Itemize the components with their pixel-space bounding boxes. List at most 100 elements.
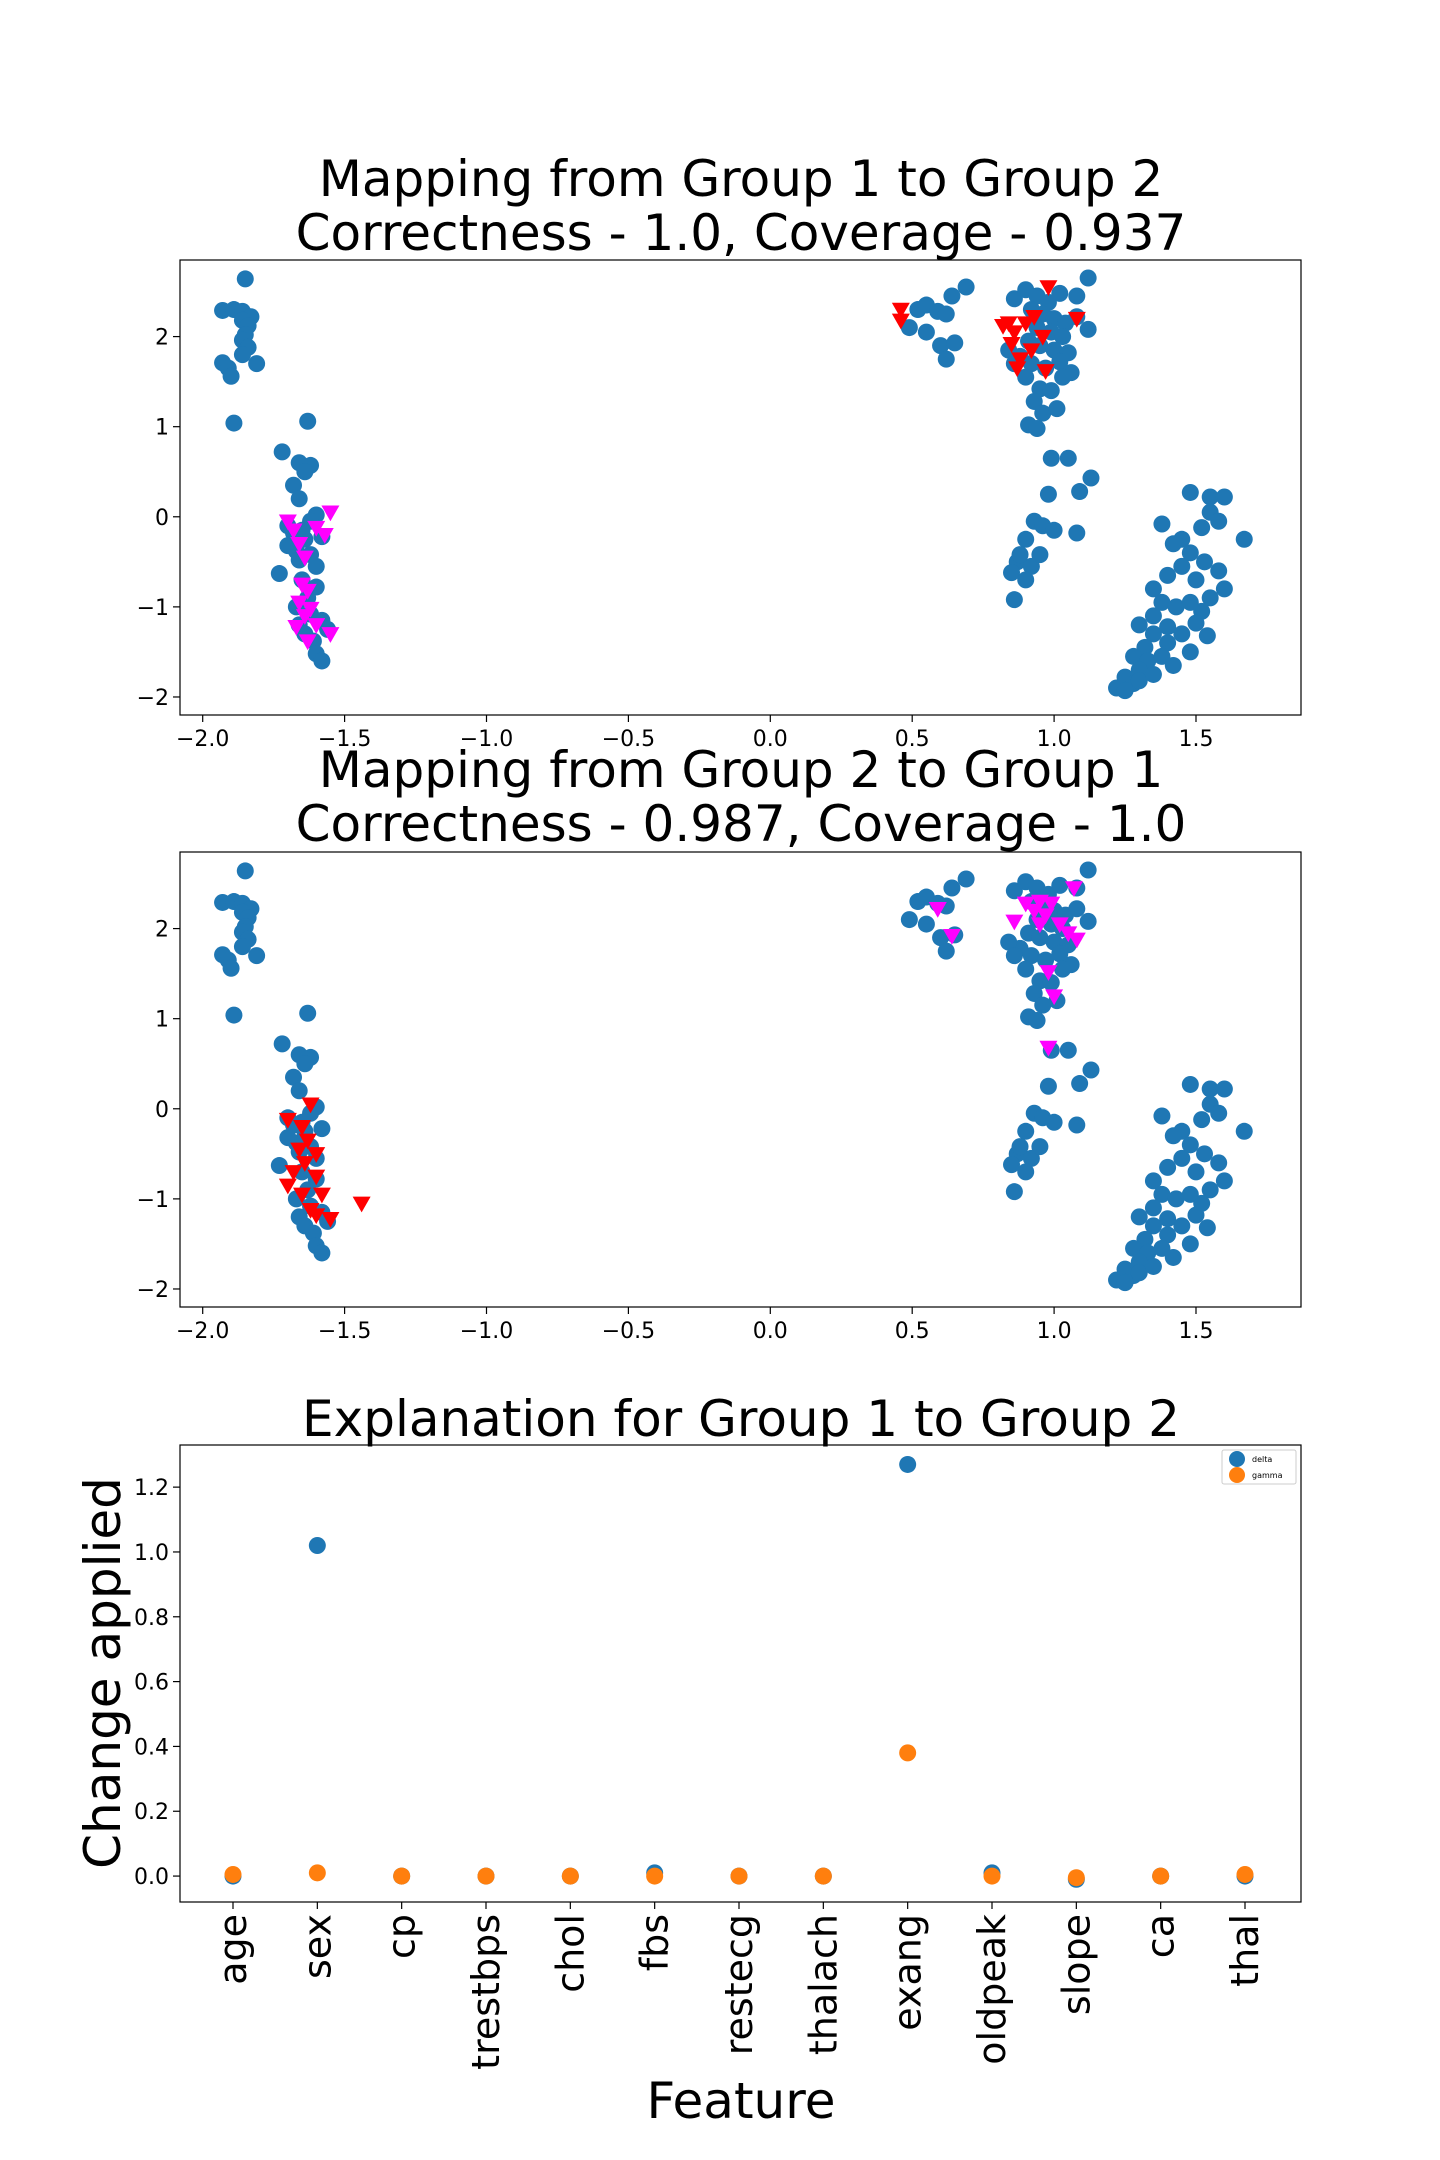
point-magenta-markers <box>1042 896 1061 913</box>
x-tick-label: 0.0 <box>753 727 788 752</box>
point-gamma-trestbps <box>477 1867 495 1885</box>
mapping-2-to-1-title-line-1: Mapping from Group 2 to Group 1 <box>319 741 1164 799</box>
point-gamma-fbs <box>646 1867 664 1885</box>
point-data-points <box>1130 1264 1148 1282</box>
point-red-markers <box>1022 343 1041 360</box>
point-red-markers <box>352 1196 371 1213</box>
x-tick-label: −0.5 <box>602 1319 655 1344</box>
point-magenta-markers <box>298 583 317 600</box>
point-data-points <box>1082 1061 1100 1079</box>
point-magenta-markers <box>1045 989 1064 1006</box>
point-data-points <box>248 947 266 965</box>
mapping-1-to-2-marks <box>214 269 1253 700</box>
point-gamma-age <box>224 1865 242 1883</box>
point-red-markers <box>284 1165 303 1181</box>
point-data-points <box>937 350 955 368</box>
mapping-1-to-2-ticks: −2.0 −1.5 −1.0 −0.5 0.0 0.5 1.0 1.5 −2 −1 0 1 2 <box>137 326 1214 752</box>
point-magenta-markers <box>1050 917 1069 934</box>
point-data-points <box>1079 320 1097 338</box>
point-red-markers <box>1036 364 1055 380</box>
y-tick-label: 1.2 <box>134 1476 169 1501</box>
point-data-points <box>1116 682 1134 700</box>
explanation-panel: Explanation for Group 1 to Group 2 Chang… <box>74 1390 1302 2130</box>
explanation-ylabel: Change applied <box>74 1477 132 1869</box>
point-data-points <box>1017 1163 1035 1181</box>
point-data-points <box>1196 553 1214 571</box>
point-data-points <box>270 565 288 583</box>
explanation-legend: delta gamma <box>1221 1449 1297 1485</box>
point-data-points <box>1005 882 1023 900</box>
point-magenta-markers <box>1064 881 1083 898</box>
point-data-points <box>307 557 325 575</box>
point-data-points <box>1215 580 1233 598</box>
point-data-points <box>1082 469 1100 487</box>
x-category-label-restecg: restecg <box>717 1914 761 2055</box>
y-tick-label: 0.2 <box>134 1800 169 1825</box>
explanation-title: Explanation for Group 1 to Group 2 <box>302 1390 1180 1448</box>
point-data-points <box>1022 355 1040 373</box>
point-data-points <box>1159 1226 1177 1244</box>
point-data-points <box>937 897 955 915</box>
point-data-points <box>222 367 240 385</box>
point-data-points <box>1039 485 1057 503</box>
point-delta-exang <box>899 1455 917 1473</box>
point-data-points <box>222 959 240 977</box>
x-tick-label: −1.0 <box>460 727 513 752</box>
point-data-points <box>1215 488 1233 506</box>
point-red-markers <box>301 1097 320 1114</box>
point-data-points <box>290 490 308 508</box>
point-red-markers <box>1002 337 1021 353</box>
y-tick-label: −2 <box>137 686 169 711</box>
point-data-points <box>233 938 251 956</box>
point-data-points <box>1045 521 1063 539</box>
legend-label-delta: delta <box>1252 1455 1272 1464</box>
point-magenta-markers <box>321 627 340 643</box>
point-red-markers <box>1016 316 1035 333</box>
point-red-markers <box>293 1120 312 1136</box>
point-data-points <box>943 879 961 897</box>
point-red-markers <box>307 1147 326 1163</box>
point-data-points <box>1079 912 1097 930</box>
point-data-points <box>1068 287 1086 305</box>
point-data-points <box>937 305 955 323</box>
point-data-points <box>299 1004 317 1022</box>
point-red-markers <box>290 1142 309 1159</box>
point-data-points <box>248 355 266 373</box>
point-data-points <box>1017 1122 1035 1140</box>
x-tick-label: 1.0 <box>1037 727 1072 752</box>
point-data-points <box>1028 419 1046 437</box>
point-data-points <box>1017 530 1035 548</box>
point-red-markers <box>278 1178 297 1195</box>
point-data-points <box>1198 627 1216 645</box>
point-gamma-sex <box>308 1864 326 1882</box>
x-category-label-ca: ca <box>1139 1914 1183 1958</box>
point-data-points <box>225 414 243 432</box>
point-gamma-oldpeak <box>983 1867 1001 1885</box>
point-data-points <box>1051 876 1069 894</box>
point-data-points <box>1181 483 1199 501</box>
x-tick-label: −2.0 <box>176 1319 229 1344</box>
point-data-points <box>1130 672 1148 690</box>
point-data-points <box>1181 643 1199 661</box>
point-data-points <box>1173 625 1191 643</box>
y-tick-label: 0.6 <box>134 1671 169 1696</box>
point-data-points <box>1051 353 1069 371</box>
point-red-markers <box>1011 352 1030 369</box>
point-data-points <box>900 319 918 337</box>
point-gamma-chol <box>561 1867 579 1885</box>
y-tick-label: 0.0 <box>134 1865 169 1890</box>
point-data-points <box>1054 960 1072 978</box>
point-data-points <box>1005 1183 1023 1201</box>
point-data-points <box>1187 614 1205 632</box>
point-data-points <box>1153 593 1171 611</box>
point-magenta-markers <box>1039 965 1058 981</box>
point-data-points <box>1144 1257 1162 1275</box>
point-data-points <box>1144 665 1162 683</box>
x-category-label-age: age <box>211 1914 255 1985</box>
x-category-label-slope: slope <box>1054 1914 1098 2015</box>
point-red-markers <box>891 313 910 330</box>
point-data-points <box>932 929 950 947</box>
point-data-points <box>937 942 955 960</box>
y-tick-label: 1.0 <box>134 1541 169 1566</box>
point-data-points <box>1079 269 1097 287</box>
